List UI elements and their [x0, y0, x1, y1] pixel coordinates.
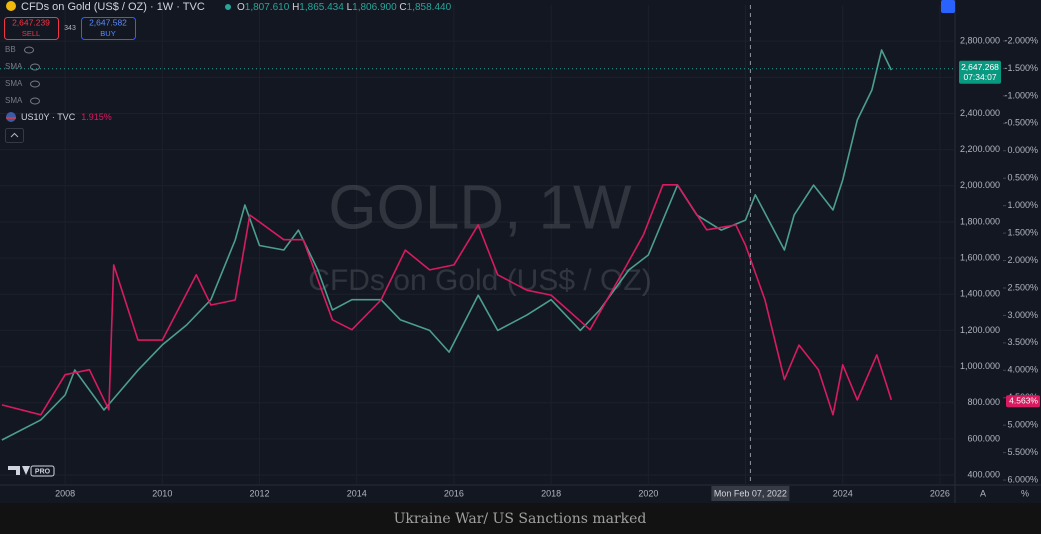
last-yield-tag — [1006, 395, 1040, 408]
x-tick-label: 2012 — [250, 488, 270, 498]
y2-tick-label: 0.000% — [1007, 145, 1038, 155]
sell-button[interactable] — [4, 17, 59, 40]
y2-tick-label: 2.000% — [1007, 255, 1038, 265]
x-tick-label: 2010 — [152, 488, 172, 498]
indicator-name: SMA — [5, 96, 23, 105]
crosshair-label-box — [711, 486, 790, 501]
logo-badge — [30, 465, 55, 477]
indicator-name: SMA — [5, 62, 23, 71]
y-tick-label: 800.000 — [967, 397, 1000, 407]
y2-tick-label: 1.000% — [1007, 200, 1038, 210]
ohlc-value: 1,865.434 — [299, 2, 344, 13]
collapse-icon — [10, 132, 19, 138]
logo-mark — [8, 466, 30, 475]
auto-scale[interactable]: A — [980, 488, 986, 498]
settings-button[interactable] — [941, 0, 955, 13]
ohlc-value: 1,807.610 — [245, 2, 290, 13]
ohlc-value: 1,858.440 — [407, 2, 452, 13]
buy-price: 2,647.582 — [89, 17, 127, 27]
x-tick-label: 2024 — [833, 488, 853, 498]
visibility-icon — [30, 63, 40, 71]
y2-tick-label: 5.000% — [1007, 420, 1038, 430]
y2-tick-label: -1.000% — [1004, 90, 1038, 100]
spread: 343 — [64, 25, 76, 32]
y-tick-label: 1,800.000 — [960, 216, 1000, 226]
compare-name: US10Y · TVC — [21, 112, 76, 122]
last-price-time: 07:34:07 — [963, 72, 996, 82]
y2-tick-label: 4.000% — [1007, 365, 1038, 375]
indicator-name: SMA — [5, 79, 23, 88]
ohlc-key: H — [292, 2, 299, 13]
visibility-icon — [30, 80, 40, 88]
caption-bar — [0, 503, 1041, 534]
status-dot — [225, 4, 231, 10]
ohlc-key: O — [237, 2, 245, 13]
y2-tick-label: 6.000% — [1007, 474, 1038, 484]
y-tick-label: 600.000 — [967, 433, 1000, 443]
last-price-label: 2,647.268 — [961, 62, 999, 72]
visibility-icon — [24, 46, 34, 54]
ohlc-key: C — [399, 2, 406, 13]
indicator-list: BB SMA SMA SMA — [5, 45, 40, 105]
y-tick-label: 1,600.000 — [960, 252, 1000, 262]
y-tick-label: 2,000.000 — [960, 180, 1000, 190]
visibility-icon — [30, 97, 40, 105]
y-tick-label: 1,200.000 — [960, 325, 1000, 335]
y2-tick-label: 3.000% — [1007, 310, 1038, 320]
compare-legend: US10Y · TVC 1.915% — [21, 112, 112, 122]
series-line — [1, 184, 893, 416]
x-tick-label: 2018 — [541, 488, 561, 498]
y2-tick-label: 1.500% — [1007, 227, 1038, 237]
crosshair-label: Mon Feb 07, 2022 — [714, 488, 787, 498]
y-tick-label: 2,400.000 — [960, 108, 1000, 118]
x-tick-label: 2008 — [55, 488, 75, 498]
y-tick-label: 1,000.000 — [960, 361, 1000, 371]
collapse-button[interactable] — [5, 128, 24, 143]
x-tick-label: 2026 — [930, 488, 950, 498]
x-tick-label: 2020 — [638, 488, 658, 498]
buy-button[interactable] — [81, 17, 136, 40]
last-yield-label: 4.563% — [1009, 395, 1038, 405]
y-tick-label: 2,800.000 — [960, 36, 1000, 46]
y-tick-label: 1,400.000 — [960, 289, 1000, 299]
sell-label: SELL — [22, 29, 40, 38]
y-tick-label: 400.000 — [967, 469, 1000, 479]
ohlc-value: 1,806.900 — [352, 2, 397, 13]
y2-tick-label: 5.500% — [1007, 447, 1038, 457]
grid — [0, 5, 955, 485]
ohlc: O1,807.610 H1,865.434 L1,806.900 C1,858.… — [237, 2, 452, 13]
x-tick-label: 2014 — [347, 488, 367, 498]
plot — [0, 5, 955, 485]
buy-label: BUY — [100, 29, 115, 38]
percent-scale[interactable]: % — [1021, 488, 1029, 498]
y2-tick-label: 3.500% — [1007, 337, 1038, 347]
y2-tick-label: -2.000% — [1004, 35, 1038, 45]
y2-tick-label: 0.500% — [1007, 173, 1038, 183]
ohlc-key: L — [347, 2, 353, 13]
flag-icon — [6, 112, 16, 122]
caption: Ukraine War/ US Sanctions marked — [394, 511, 647, 527]
y2-tick-label: -1.500% — [1004, 63, 1038, 73]
sell-price: 2,647.239 — [12, 17, 50, 27]
y-tick-label: 2,200.000 — [960, 144, 1000, 154]
compare-value: 1.915% — [81, 112, 112, 122]
symbol-title: CFDs on Gold (US$ / OZ) · 1W · TVC — [21, 1, 205, 13]
y2-tick-label: -0.500% — [1004, 118, 1038, 128]
series-line — [1, 49, 893, 441]
watermark-subtitle: CFDs on Gold (US$ / OZ) — [308, 264, 651, 297]
symbol-icon — [6, 1, 16, 11]
indicator-name: BB — [5, 45, 16, 54]
x-tick-label: 2016 — [444, 488, 464, 498]
logo-text: PRO — [35, 468, 51, 475]
last-price-tag — [959, 60, 1001, 84]
y2-tick-label: 2.500% — [1007, 282, 1038, 292]
